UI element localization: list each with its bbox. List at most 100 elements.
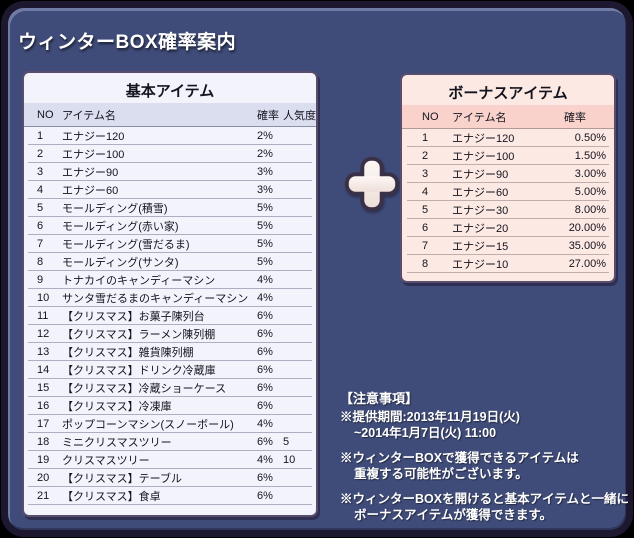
row-rate: 4% [257, 273, 273, 286]
table-row: 8 エナジー10 27.00% [407, 255, 609, 273]
table-row: 5 エナジー30 8.00% [407, 201, 609, 219]
column-popularity: 人気度 [283, 109, 316, 122]
row-rate: 4% [257, 291, 273, 304]
table-row: 4 エナジー60 5.00% [407, 183, 609, 201]
row-popularity: 5 [283, 435, 290, 448]
row-no: 6 [422, 221, 429, 234]
row-rate: 6% [257, 381, 273, 394]
row-no: 2 [422, 149, 429, 162]
row-no: 5 [37, 201, 44, 214]
row-no: 17 [37, 417, 50, 430]
table-row: 18 ミニクリスマスツリー 6% 5 [28, 433, 312, 451]
row-no: 4 [37, 183, 44, 196]
column-no: NO [37, 108, 54, 121]
row-no: 2 [37, 147, 44, 160]
table-row: 7 モールディング(雪だるま) 5% [28, 235, 312, 253]
row-item-name: エナジー20 [452, 222, 509, 235]
row-item-name: モールディング(積雪) [62, 202, 168, 215]
bonus-items-rows: 1 エナジー120 0.50% 2 エナジー100 1.50% 3 エナジー90… [407, 129, 609, 273]
table-row: 16 【クリスマス】冷凍庫 6% [28, 397, 312, 415]
row-rate: 6% [257, 399, 273, 412]
row-no: 19 [37, 453, 50, 466]
row-rate: 3.00% [574, 167, 606, 180]
row-item-name: エナジー100 [62, 148, 125, 161]
row-no: 3 [37, 165, 44, 178]
row-item-name: エナジー120 [62, 130, 125, 143]
row-rate: 3% [257, 183, 273, 196]
bonus-items-title: ボーナスアイテム [448, 85, 568, 102]
table-row: 11 【クリスマス】お菓子陳列台 6% [28, 307, 312, 325]
row-no: 9 [37, 273, 44, 286]
row-rate: 4% [257, 417, 273, 430]
basic-items-rows: 1 エナジー120 2% 2 エナジー100 2% 3 エナジー90 3% [28, 127, 312, 505]
row-no: 13 [37, 345, 50, 358]
basic-items-title: 基本アイテム [125, 83, 215, 100]
row-no: 1 [422, 131, 429, 144]
basic-items-column-header: NO アイテム名 確率 人気度 [24, 103, 316, 127]
row-item-name: エナジー100 [452, 150, 515, 163]
row-item-name: エナジー60 [452, 186, 509, 199]
row-item-name: 【クリスマス】ドリンク冷蔵庫 [62, 364, 216, 377]
column-rate: 確率 [257, 109, 279, 122]
row-no: 8 [37, 255, 44, 268]
row-no: 21 [37, 489, 50, 502]
row-popularity: 10 [283, 453, 296, 466]
row-rate: 6% [257, 435, 273, 448]
notes-heading: 【注意事項】 [340, 391, 419, 406]
bonus-items-panel: ボーナスアイテム NO アイテム名 確率 1 エナジー120 0.50% 2 エ… [400, 73, 616, 283]
note-line-1: ※提供期間:2013年11月19日(火) [340, 409, 520, 424]
row-item-name: エナジー120 [452, 132, 515, 145]
table-row: 9 トナカイのキャンディーマシン 4% [28, 271, 312, 289]
table-row: 14 【クリスマス】ドリンク冷蔵庫 6% [28, 361, 312, 379]
table-row: 1 エナジー120 0.50% [407, 129, 609, 147]
table-row: 20 【クリスマス】テーブル 6% [28, 469, 312, 487]
row-item-name: 【クリスマス】ラーメン陳列棚 [62, 328, 216, 341]
row-item-name: エナジー90 [452, 168, 509, 181]
row-rate: 6% [257, 345, 273, 358]
note-line-2: ボーナスアイテムが獲得できます。 [354, 508, 553, 522]
column-item-name: アイテム名 [452, 111, 507, 124]
row-rate: 4% [257, 453, 273, 466]
row-rate: 6% [257, 489, 273, 502]
table-row: 19 クリスマスツリー 4% 10 [28, 451, 312, 469]
note-line-2: ~2014年1月7日(火) 11:00 [354, 426, 497, 440]
table-row: 2 エナジー100 2% [28, 145, 312, 163]
row-item-name: 【クリスマス】テーブル [62, 472, 183, 485]
row-no: 15 [37, 381, 50, 394]
row-item-name: モールディング(赤い家) [62, 220, 179, 233]
caution-notes: 【注意事項】 ※提供期間:2013年11月19日(火) ~2014年1月7日(火… [340, 391, 634, 532]
row-no: 4 [422, 185, 429, 198]
winter-box-notice-window: ウィンターBOX確率案内 基本アイテム NO アイテム名 確率 人気度 1 エナ… [8, 8, 629, 530]
row-item-name: サンタ雪だるまのキャンディーマシン [62, 292, 249, 305]
row-rate: 6% [257, 327, 273, 340]
row-rate: 5% [257, 237, 273, 250]
row-item-name: 【クリスマス】お菓子陳列台 [62, 310, 205, 323]
row-item-name: クリスマスツリー [62, 454, 150, 467]
note-item: ※提供期間:2013年11月19日(火) ~2014年1月7日(火) 11:00 [340, 409, 634, 442]
note-line-1: ※ウィンターBOXを開けると基本アイテムと一緒に [340, 491, 629, 506]
row-rate: 6% [257, 363, 273, 376]
row-no: 11 [37, 309, 49, 322]
row-no: 20 [37, 471, 50, 484]
table-row: 1 エナジー120 2% [28, 127, 312, 145]
row-item-name: エナジー30 [452, 204, 509, 217]
table-row: 3 エナジー90 3% [28, 163, 312, 181]
table-row: 7 エナジー15 35.00% [407, 237, 609, 255]
row-rate: 35.00% [568, 239, 606, 252]
row-no: 12 [37, 327, 50, 340]
row-item-name: ミニクリスマスツリー [62, 436, 172, 449]
row-item-name: エナジー90 [62, 166, 119, 179]
table-row: 12 【クリスマス】ラーメン陳列棚 6% [28, 325, 312, 343]
table-row: 2 エナジー100 1.50% [407, 147, 609, 165]
row-rate: 27.00% [568, 257, 606, 270]
basic-items-panel: 基本アイテム NO アイテム名 確率 人気度 1 エナジー120 2% 2 エナ… [22, 71, 318, 517]
table-row: 3 エナジー90 3.00% [407, 165, 609, 183]
table-row: 17 ポップコーンマシン(スノーボール) 4% [28, 415, 312, 433]
row-no: 3 [422, 167, 429, 180]
row-rate: 5% [257, 255, 273, 268]
column-no: NO [422, 110, 439, 123]
plus-icon [342, 155, 402, 213]
row-item-name: 【クリスマス】食卓 [62, 490, 161, 503]
table-row: 6 エナジー20 20.00% [407, 219, 609, 237]
note-line-2: 重複する可能性がございます。 [354, 467, 528, 481]
